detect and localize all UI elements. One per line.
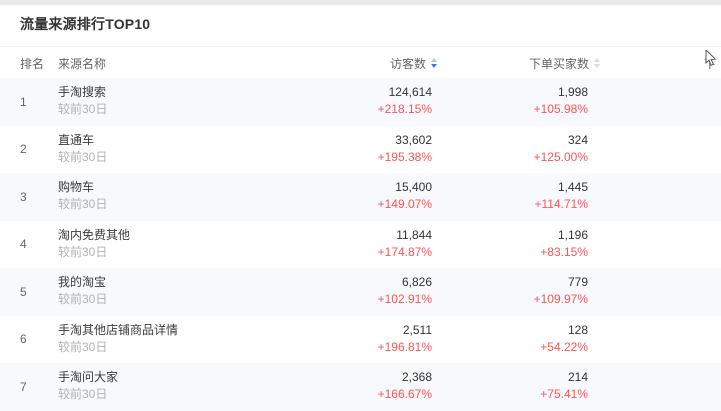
source-name: 我的淘宝 [58,275,107,289]
visitors-change: +195.38% [377,149,432,164]
compare-label: 较前30日 [58,102,108,116]
column-header-visitors[interactable]: 访客数 [292,47,437,79]
source-cell: 淘内免费其他 较前30日 [58,227,130,260]
rank-cell: 3 [20,189,27,204]
buyers-change: +109.97% [533,292,588,306]
source-cell: 手淘问大家 较前30日 [58,369,118,402]
source-name: 直通车 [58,132,95,147]
buyers-value: 324 [567,132,588,147]
buyers-value: 1,196 [557,227,588,242]
buyers-cell: 324 +125.00% [448,132,588,165]
rank-cell: 1 [20,94,27,109]
compare-label: 较前30日 [58,292,108,306]
visitors-value: 11,844 [396,227,432,242]
buyers-value: 779 [567,275,588,289]
sort-inactive-icon[interactable] [594,58,600,68]
visitors-change: +149.07% [377,197,432,211]
table-row: 4 淘内免费其他 较前30日 11,844 +174.87% 1,196 +83… [0,221,721,269]
visitors-change: +196.81% [377,339,432,354]
visitors-cell: 2,511 +196.81% [292,322,432,355]
visitors-value: 124,614 [388,85,432,99]
table-row: 5 我的淘宝 较前30日 6,826 +102.91% 779 +109.97% [0,268,721,316]
source-name: 购物车 [58,180,95,194]
table-row: 7 手淘问大家 较前30日 2,368 +166.67% 214 +75.41% [0,363,721,411]
buyers-value: 1,445 [557,180,588,194]
buyers-value: 1,998 [557,85,588,99]
column-header-buyers[interactable]: 下单买家数 [448,47,600,79]
column-header-visitors-label: 访客数 [389,56,426,71]
traffic-source-ranking-card: 流量来源排行TOP10 排名 来源名称 访客数 下单买家数 下 1 手淘搜索 较… [0,5,721,411]
buyers-value: 128 [567,322,588,337]
mouse-pointer-icon [705,50,717,66]
source-cell: 手淘搜索 较前30日 [58,84,107,117]
visitors-value: 33,602 [395,132,432,147]
table-row: 2 直通车 较前30日 33,602 +195.38% 324 +125.00% [0,126,721,174]
table-row: 6 手淘其他店铺商品详情 较前30日 2,511 +196.81% 128 +5… [0,316,721,364]
compare-label: 较前30日 [58,387,108,401]
buyers-cell: 779 +109.97% [448,274,588,307]
buyers-change: +105.98% [533,102,588,116]
rank-cell: 2 [20,142,27,157]
source-cell: 我的淘宝 较前30日 [58,274,107,307]
table-body: 1 手淘搜索 较前30日 124,614 +218.15% 1,998 +105… [0,78,721,411]
visitors-change: +166.67% [377,387,432,401]
visitors-change: +174.87% [377,244,432,259]
buyers-change: +83.15% [540,244,588,259]
buyers-cell: 1,445 +114.71% [448,179,589,212]
source-cell: 直通车 较前30日 [58,132,107,165]
rank-cell: 7 [20,379,27,394]
source-name: 手淘其他店铺商品详情 [58,322,179,337]
buyers-change: +125.00% [533,149,588,164]
rank-cell: 6 [20,332,27,347]
buyers-change: +54.22% [540,339,588,354]
compare-label: 较前30日 [58,339,108,354]
column-header-rank: 排名 [20,56,45,71]
visitors-cell: 6,826 +102.91% [292,274,432,307]
source-name: 淘内免费其他 [58,227,131,242]
table-header-row: 排名 来源名称 访客数 下单买家数 下 [0,46,721,79]
compare-label: 较前30日 [58,197,108,211]
buyers-change: +75.41% [540,387,588,401]
rank-cell: 4 [20,237,27,252]
visitors-cell: 33,602 +195.38% [292,132,432,165]
card-title: 流量来源排行TOP10 [20,16,151,32]
visitors-value: 15,400 [395,180,432,194]
visitors-cell: 11,844 +174.87% [292,227,432,260]
source-name: 手淘问大家 [58,370,119,384]
column-header-source: 来源名称 [58,56,107,71]
source-cell: 购物车 较前30日 [58,179,107,212]
sort-descending-icon[interactable] [431,58,437,68]
buyers-cell: 128 +54.22% [448,322,588,355]
buyers-cell: 1,998 +105.98% [448,84,588,117]
compare-label: 较前30日 [58,149,108,164]
visitors-value: 2,368 [401,370,432,384]
source-name: 手淘搜索 [58,85,107,99]
buyers-value: 214 [567,370,588,384]
visitors-change: +218.15% [377,102,432,116]
visitors-value: 2,511 [402,322,432,337]
visitors-value: 6,826 [401,275,432,289]
table-row: 3 购物车 较前30日 15,400 +149.07% 1,445 +114.7… [0,173,721,221]
buyers-cell: 1,196 +83.15% [448,227,588,260]
table-row: 1 手淘搜索 较前30日 124,614 +218.15% 1,998 +105… [0,78,721,126]
rank-cell: 5 [20,284,27,299]
buyers-change: +114.71% [534,197,589,211]
column-header-buyers-label: 下单买家数 [528,56,589,71]
visitors-cell: 2,368 +166.67% [292,369,432,402]
source-cell: 手淘其他店铺商品详情 较前30日 [58,322,178,355]
visitors-cell: 15,400 +149.07% [292,179,432,212]
buyers-cell: 214 +75.41% [448,369,588,402]
visitors-cell: 124,614 +218.15% [292,84,432,117]
visitors-change: +102.91% [377,292,432,306]
compare-label: 较前30日 [58,244,108,259]
